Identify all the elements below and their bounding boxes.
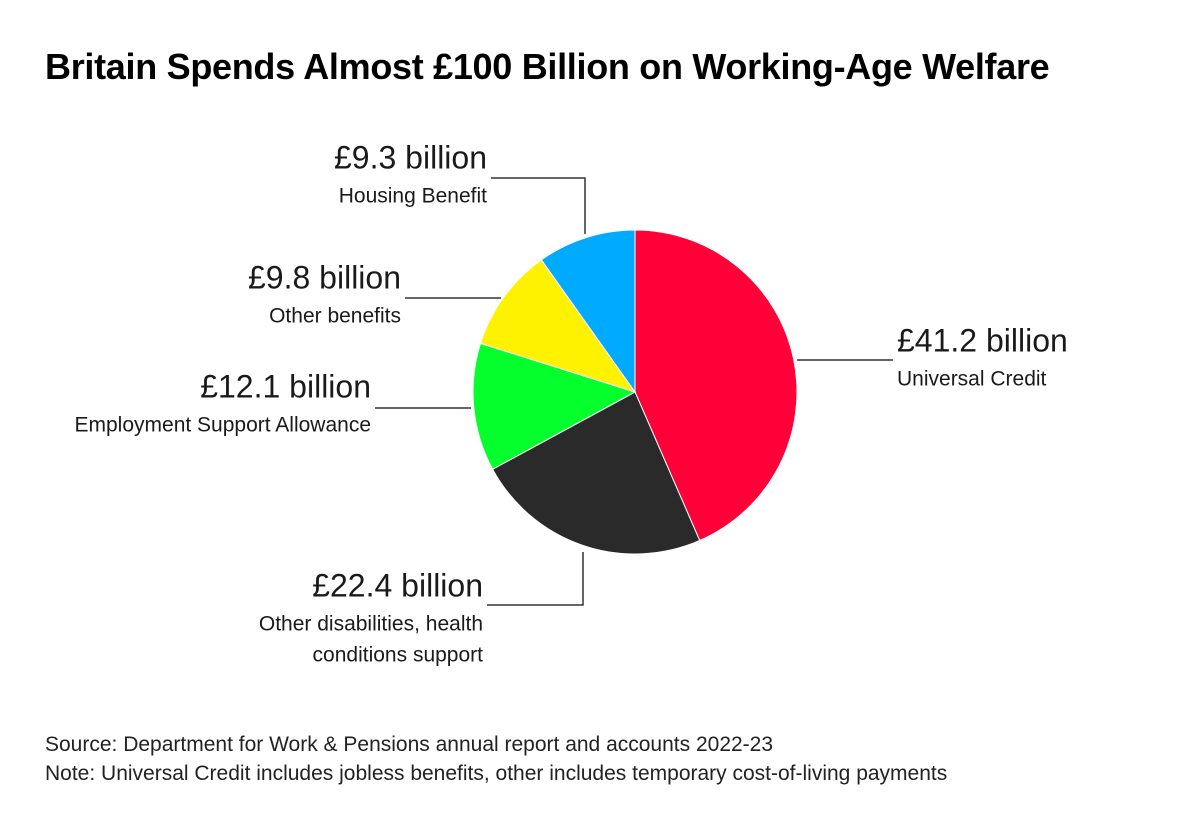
leader-line-other-disabilities-health-conditions-support xyxy=(487,552,584,606)
category-label-housing-benefit: Housing Benefit xyxy=(339,185,487,208)
pie-slice-other-disabilities-health-conditions-support xyxy=(491,391,701,555)
pie-slice-employment-support-allowance xyxy=(472,342,637,470)
footnote: Note: Universal Credit includes jobless … xyxy=(45,762,948,785)
category-label-other-disabilities-health-conditions-support: conditions support xyxy=(313,644,484,667)
value-label-other-disabilities-health-conditions-support: £22.4 billion xyxy=(312,567,483,603)
chart-footer: Source: Department for Work & Pensions a… xyxy=(45,730,947,788)
value-label-employment-support-allowance: £12.1 billion xyxy=(200,368,371,404)
category-label-other-disabilities-health-conditions-support: Other disabilities, health xyxy=(259,613,483,636)
leader-line-housing-benefit xyxy=(491,177,586,234)
value-label-other-benefits: £9.8 billion xyxy=(248,259,401,295)
chart-title: Britain Spends Almost £100 Billion on Wo… xyxy=(45,46,1050,87)
pie-slice-housing-benefit xyxy=(540,229,636,394)
category-label-other-benefits: Other benefits xyxy=(269,305,401,328)
category-label-universal-credit: Universal Credit xyxy=(897,368,1047,391)
source-note: Source: Department for Work & Pensions a… xyxy=(45,733,774,756)
value-label-universal-credit: £41.2 billion xyxy=(897,322,1068,358)
category-label-employment-support-allowance: Employment Support Allowance xyxy=(75,414,372,437)
value-label-housing-benefit: £9.3 billion xyxy=(334,139,487,175)
pie-slice-other-benefits xyxy=(479,259,637,393)
pie-slice-universal-credit xyxy=(634,229,798,542)
